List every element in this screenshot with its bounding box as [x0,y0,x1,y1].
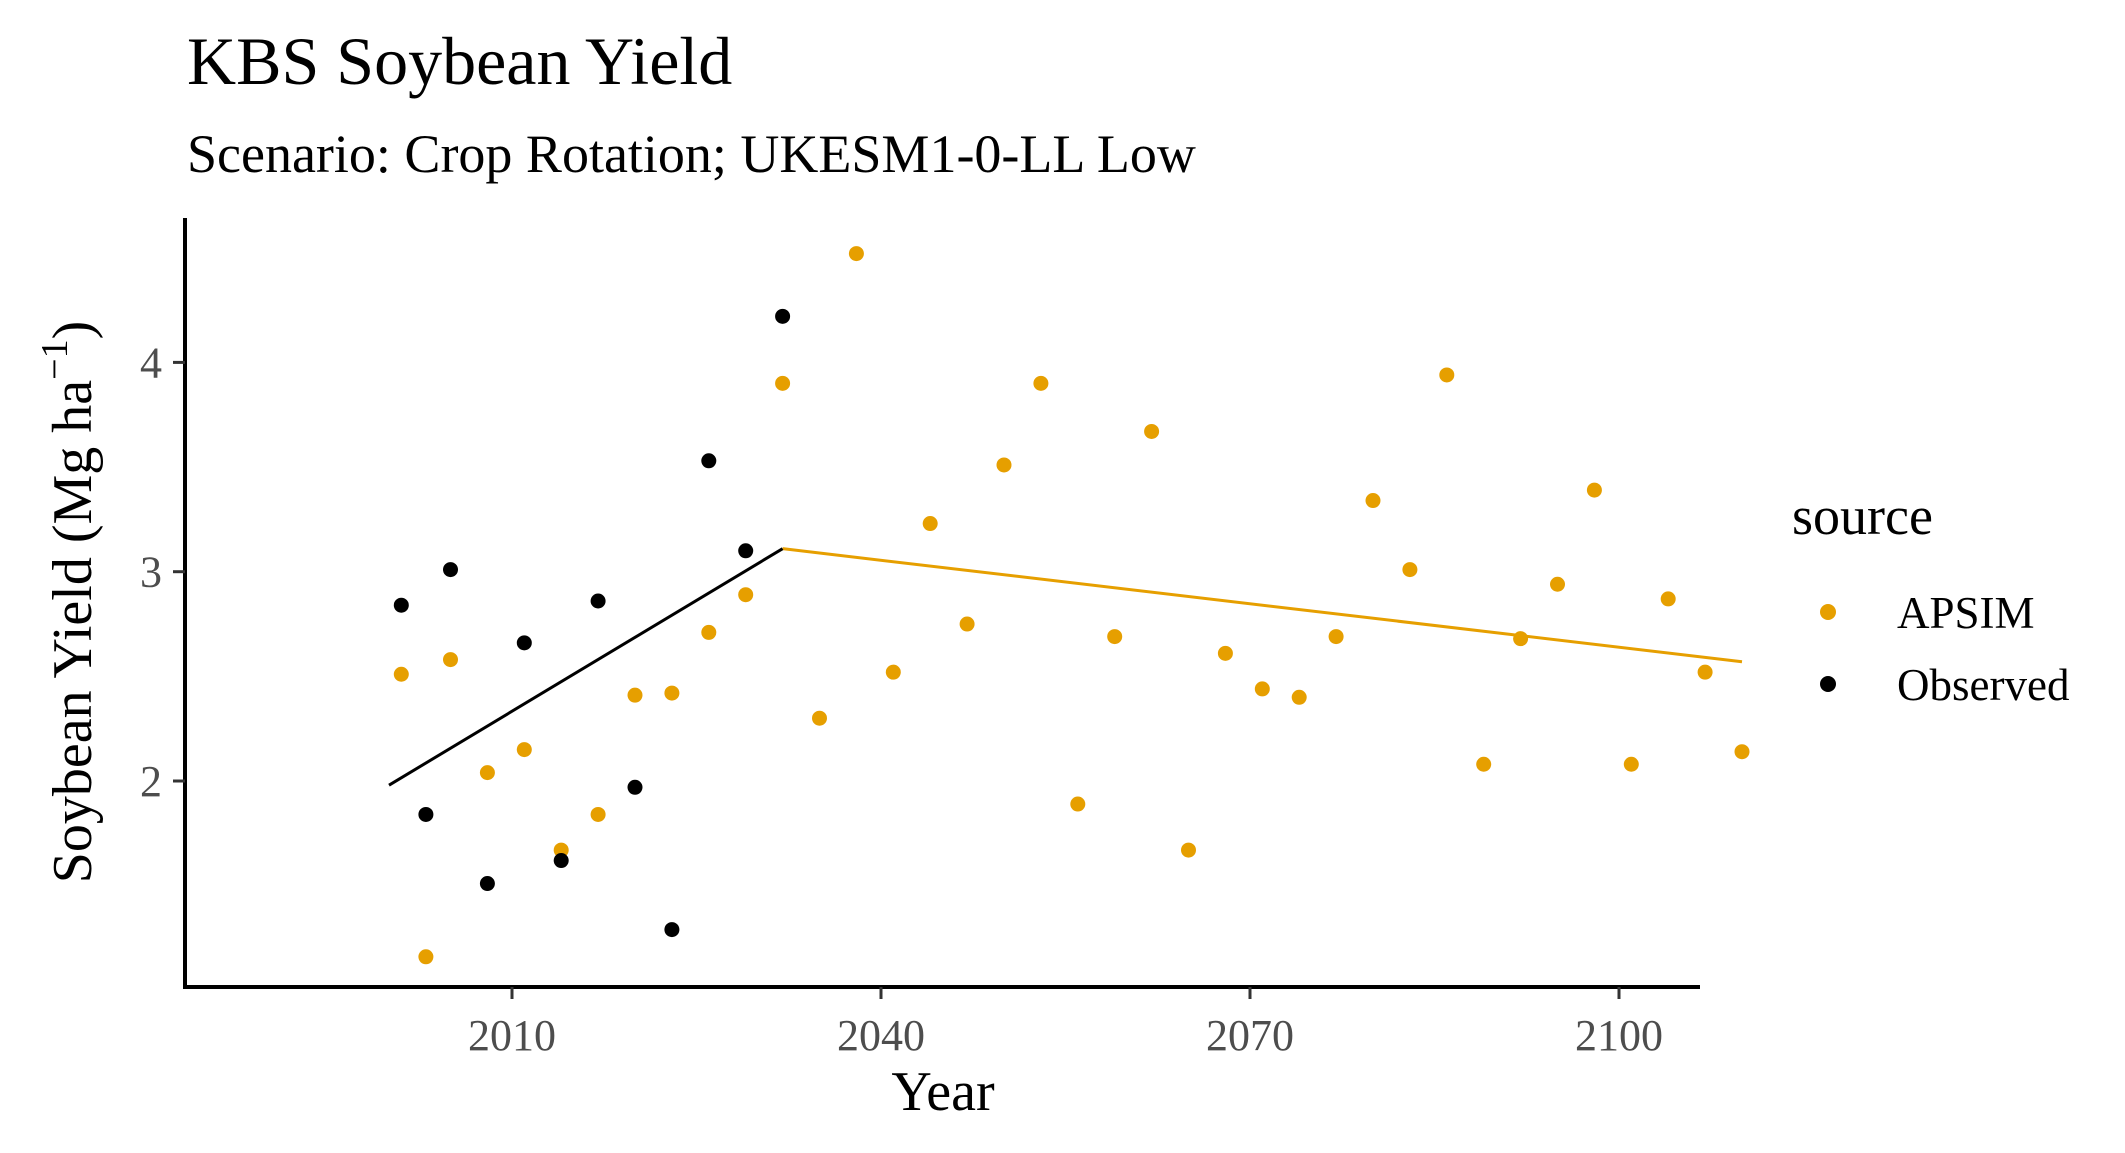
legend-key-observed [1820,676,1836,692]
trend-line-observed [388,547,784,787]
y-axis-title-close: ) [42,321,104,340]
legend-key-apsim [1820,604,1836,620]
y-tick-label: 2 [140,757,162,806]
point-apsim [1254,681,1270,697]
data-points [393,246,1750,965]
point-apsim [664,685,680,701]
point-apsim [1033,375,1049,391]
chart-subtitle: Scenario: Crop Rotation; UKESM1-0-LL Low [187,124,1196,184]
y-axis-ticks: 2 3 4 [140,338,185,806]
point-apsim [1144,423,1160,439]
point-observed [418,806,434,822]
point-apsim [1070,796,1086,812]
x-tick-label: 2040 [837,1011,925,1060]
point-apsim [848,246,864,262]
y-tick-label: 4 [140,338,162,387]
point-observed [479,876,495,892]
point-apsim [590,806,606,822]
point-apsim [627,687,643,703]
point-observed [553,853,569,869]
point-apsim [1623,756,1639,772]
y-tick-label: 3 [140,548,162,597]
point-apsim [1697,664,1713,680]
legend-title: source [1792,486,1933,546]
point-apsim [738,587,754,603]
point-apsim [885,664,901,680]
point-apsim [1586,482,1602,498]
legend-label-observed: Observed [1897,660,2069,710]
point-observed [627,779,643,795]
legend: source APSIM Observed [1792,486,2069,710]
point-apsim [1217,645,1233,661]
y-axis-title-exponent: −1 [34,339,76,379]
chart-title: KBS Soybean Yield [187,23,732,99]
point-apsim [959,616,975,632]
point-observed [701,453,717,469]
point-observed [393,597,409,613]
y-axis-title: Soybean Yield (Mg ha−1) [34,321,104,884]
point-observed [738,543,754,559]
point-apsim [1181,842,1196,858]
plot-area [388,246,1750,965]
point-apsim [1476,756,1492,772]
point-observed [664,922,680,938]
point-apsim [443,652,458,668]
point-apsim [1513,631,1529,647]
point-apsim [701,624,717,640]
x-tick-label: 2010 [468,1011,556,1060]
y-axis-title-group: Soybean Yield (Mg ha−1) [34,321,104,884]
point-apsim [812,710,827,726]
point-apsim [1107,629,1123,645]
point-apsim [1660,591,1676,607]
point-apsim [1439,367,1455,383]
point-apsim [516,742,532,758]
point-apsim [418,949,434,965]
point-observed [443,562,458,578]
point-apsim [1734,744,1750,760]
x-axis-ticks: 2010 2040 2070 2100 [468,987,1663,1060]
point-apsim [1365,493,1381,509]
point-observed [590,593,606,609]
point-apsim [393,666,409,682]
x-tick-label: 2100 [1575,1011,1663,1060]
point-apsim [479,765,495,781]
point-observed [775,308,791,324]
y-axis-title-main: Soybean Yield (Mg ha [42,380,104,884]
point-apsim [1328,629,1344,645]
point-observed [516,635,532,651]
point-apsim [553,842,569,858]
trend-line-apsim [782,547,1743,664]
point-apsim [775,375,791,391]
point-apsim [1291,689,1307,705]
legend-label-apsim: APSIM [1897,588,2035,638]
x-axis-title: Year [891,1061,995,1123]
point-apsim [1402,562,1418,578]
point-apsim [996,457,1012,473]
point-apsim [1550,576,1565,592]
trend-lines [388,547,1743,787]
x-tick-label: 2070 [1206,1011,1294,1060]
point-apsim [922,516,938,532]
